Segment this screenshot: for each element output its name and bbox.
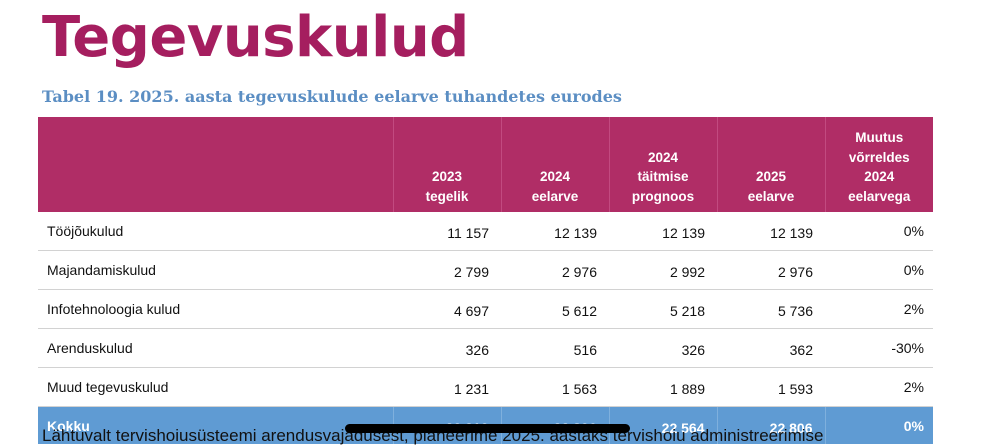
change-cell: 0% bbox=[825, 250, 933, 290]
table-body: Tööjõukulud 11 157 12 139 12 139 12 139 0% Maj… bbox=[38, 212, 933, 407]
value-cell: 2 976 bbox=[717, 250, 825, 290]
value-cell: 1 593 bbox=[717, 367, 825, 407]
row-label: Arenduskulud bbox=[38, 328, 393, 368]
header-cell: 2025 eelarve bbox=[716, 117, 825, 212]
header-cell-blank bbox=[38, 117, 393, 212]
budget-table: 2023 tegelik 2024 eelarve 2024 täitmise pr… bbox=[38, 117, 933, 444]
header-row: 2023 tegelik 2024 eelarve 2024 täitmise pr… bbox=[38, 117, 933, 212]
table-row: Arenduskulud 326 516 326 362 -30% bbox=[38, 328, 933, 368]
value-cell: 5 612 bbox=[501, 289, 609, 329]
table-row: Majandamiskulud 2 799 2 976 2 992 2 976 0% bbox=[38, 250, 933, 290]
row-label: Tööjõukulud bbox=[38, 212, 393, 251]
change-cell: 2% bbox=[825, 367, 933, 407]
total-label: Kokku bbox=[38, 406, 393, 444]
table-row: Muud tegevuskulud 1 231 1 563 1 889 1 593 2% bbox=[38, 367, 933, 407]
header-cell: 2023 tegelik bbox=[392, 117, 501, 212]
page-title: Tegevuskulud bbox=[42, 5, 469, 70]
total-value-cell: 22 806 bbox=[716, 406, 825, 444]
value-cell: 2 799 bbox=[393, 250, 501, 290]
value-cell: 5 736 bbox=[717, 289, 825, 329]
row-label: Infotehnoloogia kulud bbox=[38, 289, 393, 329]
value-cell: 516 bbox=[501, 328, 609, 368]
change-cell: 0% bbox=[825, 212, 933, 251]
row-label: Majandamiskulud bbox=[38, 250, 393, 290]
change-cell: 2% bbox=[825, 289, 933, 329]
table-header: 2023 tegelik 2024 eelarve 2024 täitmise pr… bbox=[38, 117, 933, 212]
value-cell: 4 697 bbox=[393, 289, 501, 329]
table-caption: Tabel 19. 2025. aasta tegevuskulude eela… bbox=[42, 87, 622, 106]
value-cell: 326 bbox=[609, 328, 717, 368]
table-row: Tööjõukulud 11 157 12 139 12 139 12 139 0% bbox=[38, 212, 933, 251]
total-change-cell: 0% bbox=[824, 406, 933, 444]
value-cell: 326 bbox=[393, 328, 501, 368]
value-cell: 2 976 bbox=[501, 250, 609, 290]
header-cell: 2024 täitmise prognoos bbox=[608, 117, 717, 212]
value-cell: 12 139 bbox=[501, 212, 609, 251]
value-cell: 362 bbox=[717, 328, 825, 368]
value-cell: 12 139 bbox=[717, 212, 825, 251]
value-cell: 11 157 bbox=[393, 212, 501, 251]
table-row: Infotehnoloogia kulud 4 697 5 612 5 218 5 73… bbox=[38, 289, 933, 329]
row-label: Muud tegevuskulud bbox=[38, 367, 393, 407]
redaction-bar bbox=[345, 424, 630, 433]
value-cell: 2 992 bbox=[609, 250, 717, 290]
value-cell: 5 218 bbox=[609, 289, 717, 329]
change-cell: -30% bbox=[825, 328, 933, 368]
value-cell: 1 889 bbox=[609, 367, 717, 407]
value-cell: 1 563 bbox=[501, 367, 609, 407]
header-cell: Muutus võrreldes 2024 eelarvega bbox=[824, 117, 933, 212]
header-cell: 2024 eelarve bbox=[500, 117, 609, 212]
value-cell: 12 139 bbox=[609, 212, 717, 251]
value-cell: 1 231 bbox=[393, 367, 501, 407]
